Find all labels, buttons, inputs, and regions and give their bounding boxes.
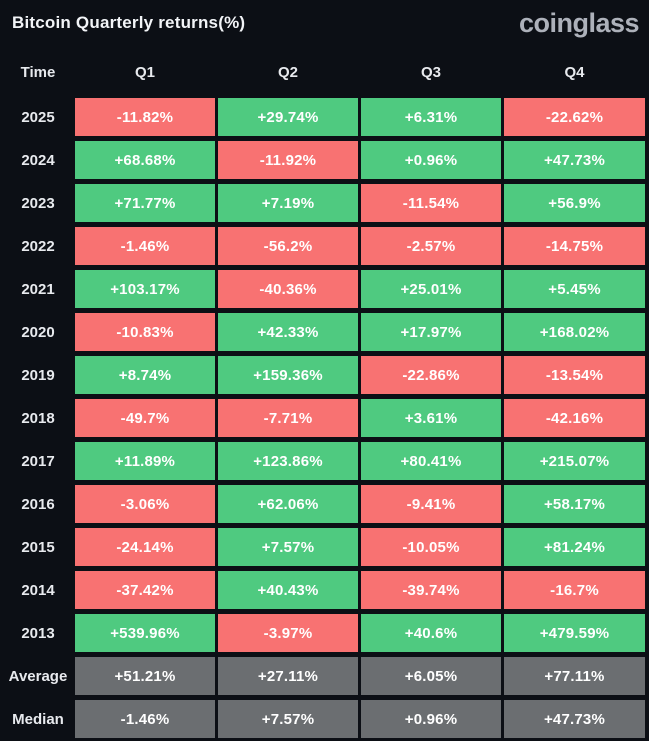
return-cell-2018-q2: -7.71% bbox=[218, 399, 358, 437]
return-cell-2013-q1: +539.96% bbox=[75, 614, 215, 652]
return-cell-2023-q3: -11.54% bbox=[361, 184, 501, 222]
return-cell-median-q4: +47.73% bbox=[504, 700, 645, 738]
topbar: Bitcoin Quarterly returns(%) coinglass bbox=[0, 0, 649, 40]
return-cell-2025-q2: +29.74% bbox=[218, 98, 358, 136]
return-cell-2023-q2: +7.19% bbox=[218, 184, 358, 222]
row-label-2024: 2024 bbox=[21, 151, 55, 169]
return-cell-2014-q4: -16.7% bbox=[504, 571, 645, 609]
return-cell-2018-q1: -49.7% bbox=[75, 399, 215, 437]
return-cell-2021-q1: +103.17% bbox=[75, 270, 215, 308]
return-cell-2021-q2: -40.36% bbox=[218, 270, 358, 308]
return-cell-average-q4: +77.11% bbox=[504, 657, 645, 695]
return-cell-2025-q3: +6.31% bbox=[361, 98, 501, 136]
return-cell-2016-q1: -3.06% bbox=[75, 485, 215, 523]
coinglass-logo: coinglass bbox=[518, 7, 640, 38]
column-header-q1: Q1 bbox=[134, 63, 155, 81]
page-title: Bitcoin Quarterly returns(%) bbox=[12, 13, 246, 32]
row-label-2023: 2023 bbox=[21, 194, 55, 212]
return-cell-2017-q2: +123.86% bbox=[218, 442, 358, 480]
return-cell-2025-q1: -11.82% bbox=[75, 98, 215, 136]
return-cell-average-q2: +27.11% bbox=[218, 657, 358, 695]
return-cell-2013-q3: +40.6% bbox=[361, 614, 501, 652]
return-cell-2019-q2: +159.36% bbox=[218, 356, 358, 394]
return-cell-2015-q4: +81.24% bbox=[504, 528, 645, 566]
return-cell-2013-q4: +479.59% bbox=[504, 614, 645, 652]
return-cell-2023-q1: +71.77% bbox=[75, 184, 215, 222]
return-cell-2022-q2: -56.2% bbox=[218, 227, 358, 265]
return-cell-2024-q3: +0.96% bbox=[361, 141, 501, 179]
return-cell-2020-q2: +42.33% bbox=[218, 313, 358, 351]
return-cell-2023-q4: +56.9% bbox=[504, 184, 645, 222]
row-label-2018: 2018 bbox=[21, 409, 55, 427]
row-label-2016: 2016 bbox=[21, 495, 55, 513]
return-cell-2018-q4: -42.16% bbox=[504, 399, 645, 437]
return-cell-2021-q3: +25.01% bbox=[361, 270, 501, 308]
return-cell-2025-q4: -22.62% bbox=[504, 98, 645, 136]
row-label-2025: 2025 bbox=[21, 108, 55, 126]
returns-table: 2025 -11.82% +29.74% +6.31% -22.62% 2024 +68.6… bbox=[0, 98, 649, 738]
return-cell-2015-q1: -24.14% bbox=[75, 528, 215, 566]
return-cell-2020-q4: +168.02% bbox=[504, 313, 645, 351]
column-header-q4: Q4 bbox=[564, 63, 585, 81]
return-cell-2014-q1: -37.42% bbox=[75, 571, 215, 609]
return-cell-2019-q3: -22.86% bbox=[361, 356, 501, 394]
row-label-2021: 2021 bbox=[21, 280, 55, 298]
return-cell-2024-q2: -11.92% bbox=[218, 141, 358, 179]
return-cell-2018-q3: +3.61% bbox=[361, 399, 501, 437]
return-cell-2015-q3: -10.05% bbox=[361, 528, 501, 566]
return-cell-2016-q3: -9.41% bbox=[361, 485, 501, 523]
column-header-q3: Q3 bbox=[420, 63, 441, 81]
return-cell-average-q3: +6.05% bbox=[361, 657, 501, 695]
row-label-2020: 2020 bbox=[21, 323, 55, 341]
row-label-average: Average bbox=[8, 667, 68, 685]
return-cell-2021-q4: +5.45% bbox=[504, 270, 645, 308]
return-cell-2016-q4: +58.17% bbox=[504, 485, 645, 523]
return-cell-2020-q3: +17.97% bbox=[361, 313, 501, 351]
row-label-2015: 2015 bbox=[21, 538, 55, 556]
return-cell-2024-q4: +47.73% bbox=[504, 141, 645, 179]
return-cell-2019-q4: -13.54% bbox=[504, 356, 645, 394]
return-cell-average-q1: +51.21% bbox=[75, 657, 215, 695]
column-header-q2: Q2 bbox=[277, 63, 298, 81]
return-cell-2024-q1: +68.68% bbox=[75, 141, 215, 179]
return-cell-2019-q1: +8.74% bbox=[75, 356, 215, 394]
return-cell-2020-q1: -10.83% bbox=[75, 313, 215, 351]
return-cell-2017-q1: +11.89% bbox=[75, 442, 215, 480]
row-label-2019: 2019 bbox=[21, 366, 55, 384]
return-cell-median-q3: +0.96% bbox=[361, 700, 501, 738]
return-cell-2022-q1: -1.46% bbox=[75, 227, 215, 265]
return-cell-2017-q3: +80.41% bbox=[361, 442, 501, 480]
return-cell-2014-q3: -39.74% bbox=[361, 571, 501, 609]
row-label-2014: 2014 bbox=[21, 581, 55, 599]
return-cell-2016-q2: +62.06% bbox=[218, 485, 358, 523]
row-label-median: Median bbox=[12, 710, 64, 728]
row-label-2022: 2022 bbox=[21, 237, 55, 255]
return-cell-2013-q2: -3.97% bbox=[218, 614, 358, 652]
row-label-2013: 2013 bbox=[21, 624, 55, 642]
return-cell-2022-q4: -14.75% bbox=[504, 227, 645, 265]
return-cell-2022-q3: -2.57% bbox=[361, 227, 501, 265]
return-cell-2014-q2: +40.43% bbox=[218, 571, 358, 609]
column-header-time: Time bbox=[20, 63, 56, 81]
column-header-row: Time Q1 Q2 Q3 Q4 bbox=[0, 60, 649, 84]
return-cell-median-q1: -1.46% bbox=[75, 700, 215, 738]
return-cell-2015-q2: +7.57% bbox=[218, 528, 358, 566]
row-label-2017: 2017 bbox=[21, 452, 55, 470]
return-cell-2017-q4: +215.07% bbox=[504, 442, 645, 480]
return-cell-median-q2: +7.57% bbox=[218, 700, 358, 738]
